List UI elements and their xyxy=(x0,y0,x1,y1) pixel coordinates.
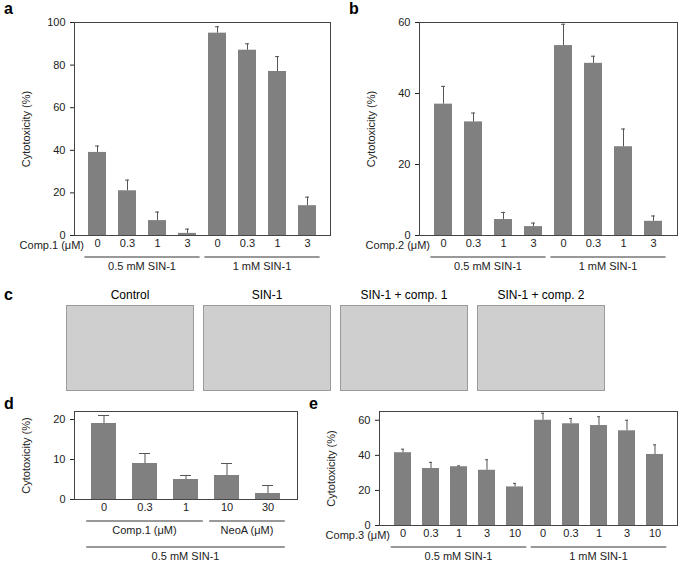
svg-text:20: 20 xyxy=(398,158,410,170)
svg-text:0.5 mM SIN-1: 0.5 mM SIN-1 xyxy=(108,260,176,272)
html-text:e: e xyxy=(309,395,318,412)
html-text:Control: Control xyxy=(110,288,150,302)
svg-text:40: 40 xyxy=(53,144,65,156)
svg-text:0: 0 xyxy=(560,237,566,249)
html-text:SIN-1 + comp. 1: SIN-1 + comp. 1 xyxy=(360,288,448,302)
svg-text:40: 40 xyxy=(358,449,370,461)
svg-text:0.3: 0.3 xyxy=(423,527,438,539)
svg-text:Comp.1 (μM): Comp.1 (μM) xyxy=(112,524,176,536)
svg-text:1 mM SIN-1: 1 mM SIN-1 xyxy=(569,550,628,562)
svg-text:0: 0 xyxy=(59,493,65,505)
svg-text:0.3: 0.3 xyxy=(240,237,255,249)
svg-text:0: 0 xyxy=(59,229,66,241)
svg-text:1: 1 xyxy=(183,501,189,513)
svg-text:0.5 mM SIN-1: 0.5 mM SIN-1 xyxy=(425,550,493,562)
svg-text:0: 0 xyxy=(364,519,371,531)
svg-text:0: 0 xyxy=(404,229,411,241)
svg-text:1 mM SIN-1: 1 mM SIN-1 xyxy=(233,260,292,272)
html-text:d: d xyxy=(4,395,14,412)
html-text:SIN-1 + comp. 2: SIN-1 + comp. 2 xyxy=(497,288,585,302)
html-text:b: b xyxy=(349,0,359,17)
svg-text:3: 3 xyxy=(484,527,490,539)
svg-text:60: 60 xyxy=(398,16,410,28)
svg-text:10: 10 xyxy=(53,453,65,465)
svg-text:60: 60 xyxy=(358,414,370,426)
svg-text:0.3: 0.3 xyxy=(466,237,481,249)
svg-text:30: 30 xyxy=(262,501,274,513)
svg-text:0: 0 xyxy=(540,527,546,539)
svg-text:1: 1 xyxy=(596,527,602,539)
svg-text:10: 10 xyxy=(509,527,521,539)
svg-text:3: 3 xyxy=(304,237,310,249)
svg-text:1: 1 xyxy=(274,237,280,249)
html-text:SIN-1: SIN-1 xyxy=(251,288,283,302)
svg-text:0.3: 0.3 xyxy=(563,527,578,539)
svg-text:10: 10 xyxy=(649,527,661,539)
html-text:c: c xyxy=(4,286,13,303)
svg-text:0: 0 xyxy=(400,527,406,539)
svg-text:Cytotoxicity (%): Cytotoxicity (%) xyxy=(365,91,377,167)
svg-text:10: 10 xyxy=(221,501,233,513)
svg-text:60: 60 xyxy=(53,101,65,113)
html-text:a: a xyxy=(4,0,13,17)
svg-text:0: 0 xyxy=(101,501,107,513)
svg-text:Comp.2 (μM): Comp.2 (μM) xyxy=(366,239,430,251)
svg-text:20: 20 xyxy=(53,413,65,425)
svg-text:0.3: 0.3 xyxy=(120,237,135,249)
svg-text:Cytotoxicity (%): Cytotoxicity (%) xyxy=(20,417,32,493)
svg-text:NeoA (μM): NeoA (μM) xyxy=(221,524,274,536)
svg-text:100: 100 xyxy=(47,16,65,28)
svg-text:20: 20 xyxy=(358,484,370,496)
svg-text:Comp.1 (μM): Comp.1 (μM) xyxy=(20,239,84,251)
svg-text:3: 3 xyxy=(624,527,630,539)
svg-text:Cytotoxicity (%): Cytotoxicity (%) xyxy=(325,430,337,506)
svg-text:3: 3 xyxy=(530,237,536,249)
svg-text:1: 1 xyxy=(154,237,160,249)
svg-text:0: 0 xyxy=(94,237,100,249)
svg-text:0.5 mM SIN-1: 0.5 mM SIN-1 xyxy=(454,260,522,272)
svg-text:0: 0 xyxy=(214,237,220,249)
svg-text:20: 20 xyxy=(53,186,65,198)
svg-text:0.5 mM SIN-1: 0.5 mM SIN-1 xyxy=(152,550,220,562)
svg-text:1: 1 xyxy=(500,237,506,249)
svg-text:1: 1 xyxy=(620,237,626,249)
svg-text:40: 40 xyxy=(398,87,410,99)
svg-text:0.3: 0.3 xyxy=(586,237,601,249)
svg-text:80: 80 xyxy=(53,59,65,71)
svg-text:0: 0 xyxy=(440,237,446,249)
svg-text:3: 3 xyxy=(650,237,656,249)
svg-text:Cytotoxicity (%): Cytotoxicity (%) xyxy=(20,91,32,167)
svg-text:3: 3 xyxy=(184,237,190,249)
svg-text:Comp.3 (μM): Comp.3 (μM) xyxy=(326,529,390,541)
svg-text:0.3: 0.3 xyxy=(137,501,152,513)
svg-text:1: 1 xyxy=(456,527,462,539)
svg-text:1 mM SIN-1: 1 mM SIN-1 xyxy=(579,260,638,272)
